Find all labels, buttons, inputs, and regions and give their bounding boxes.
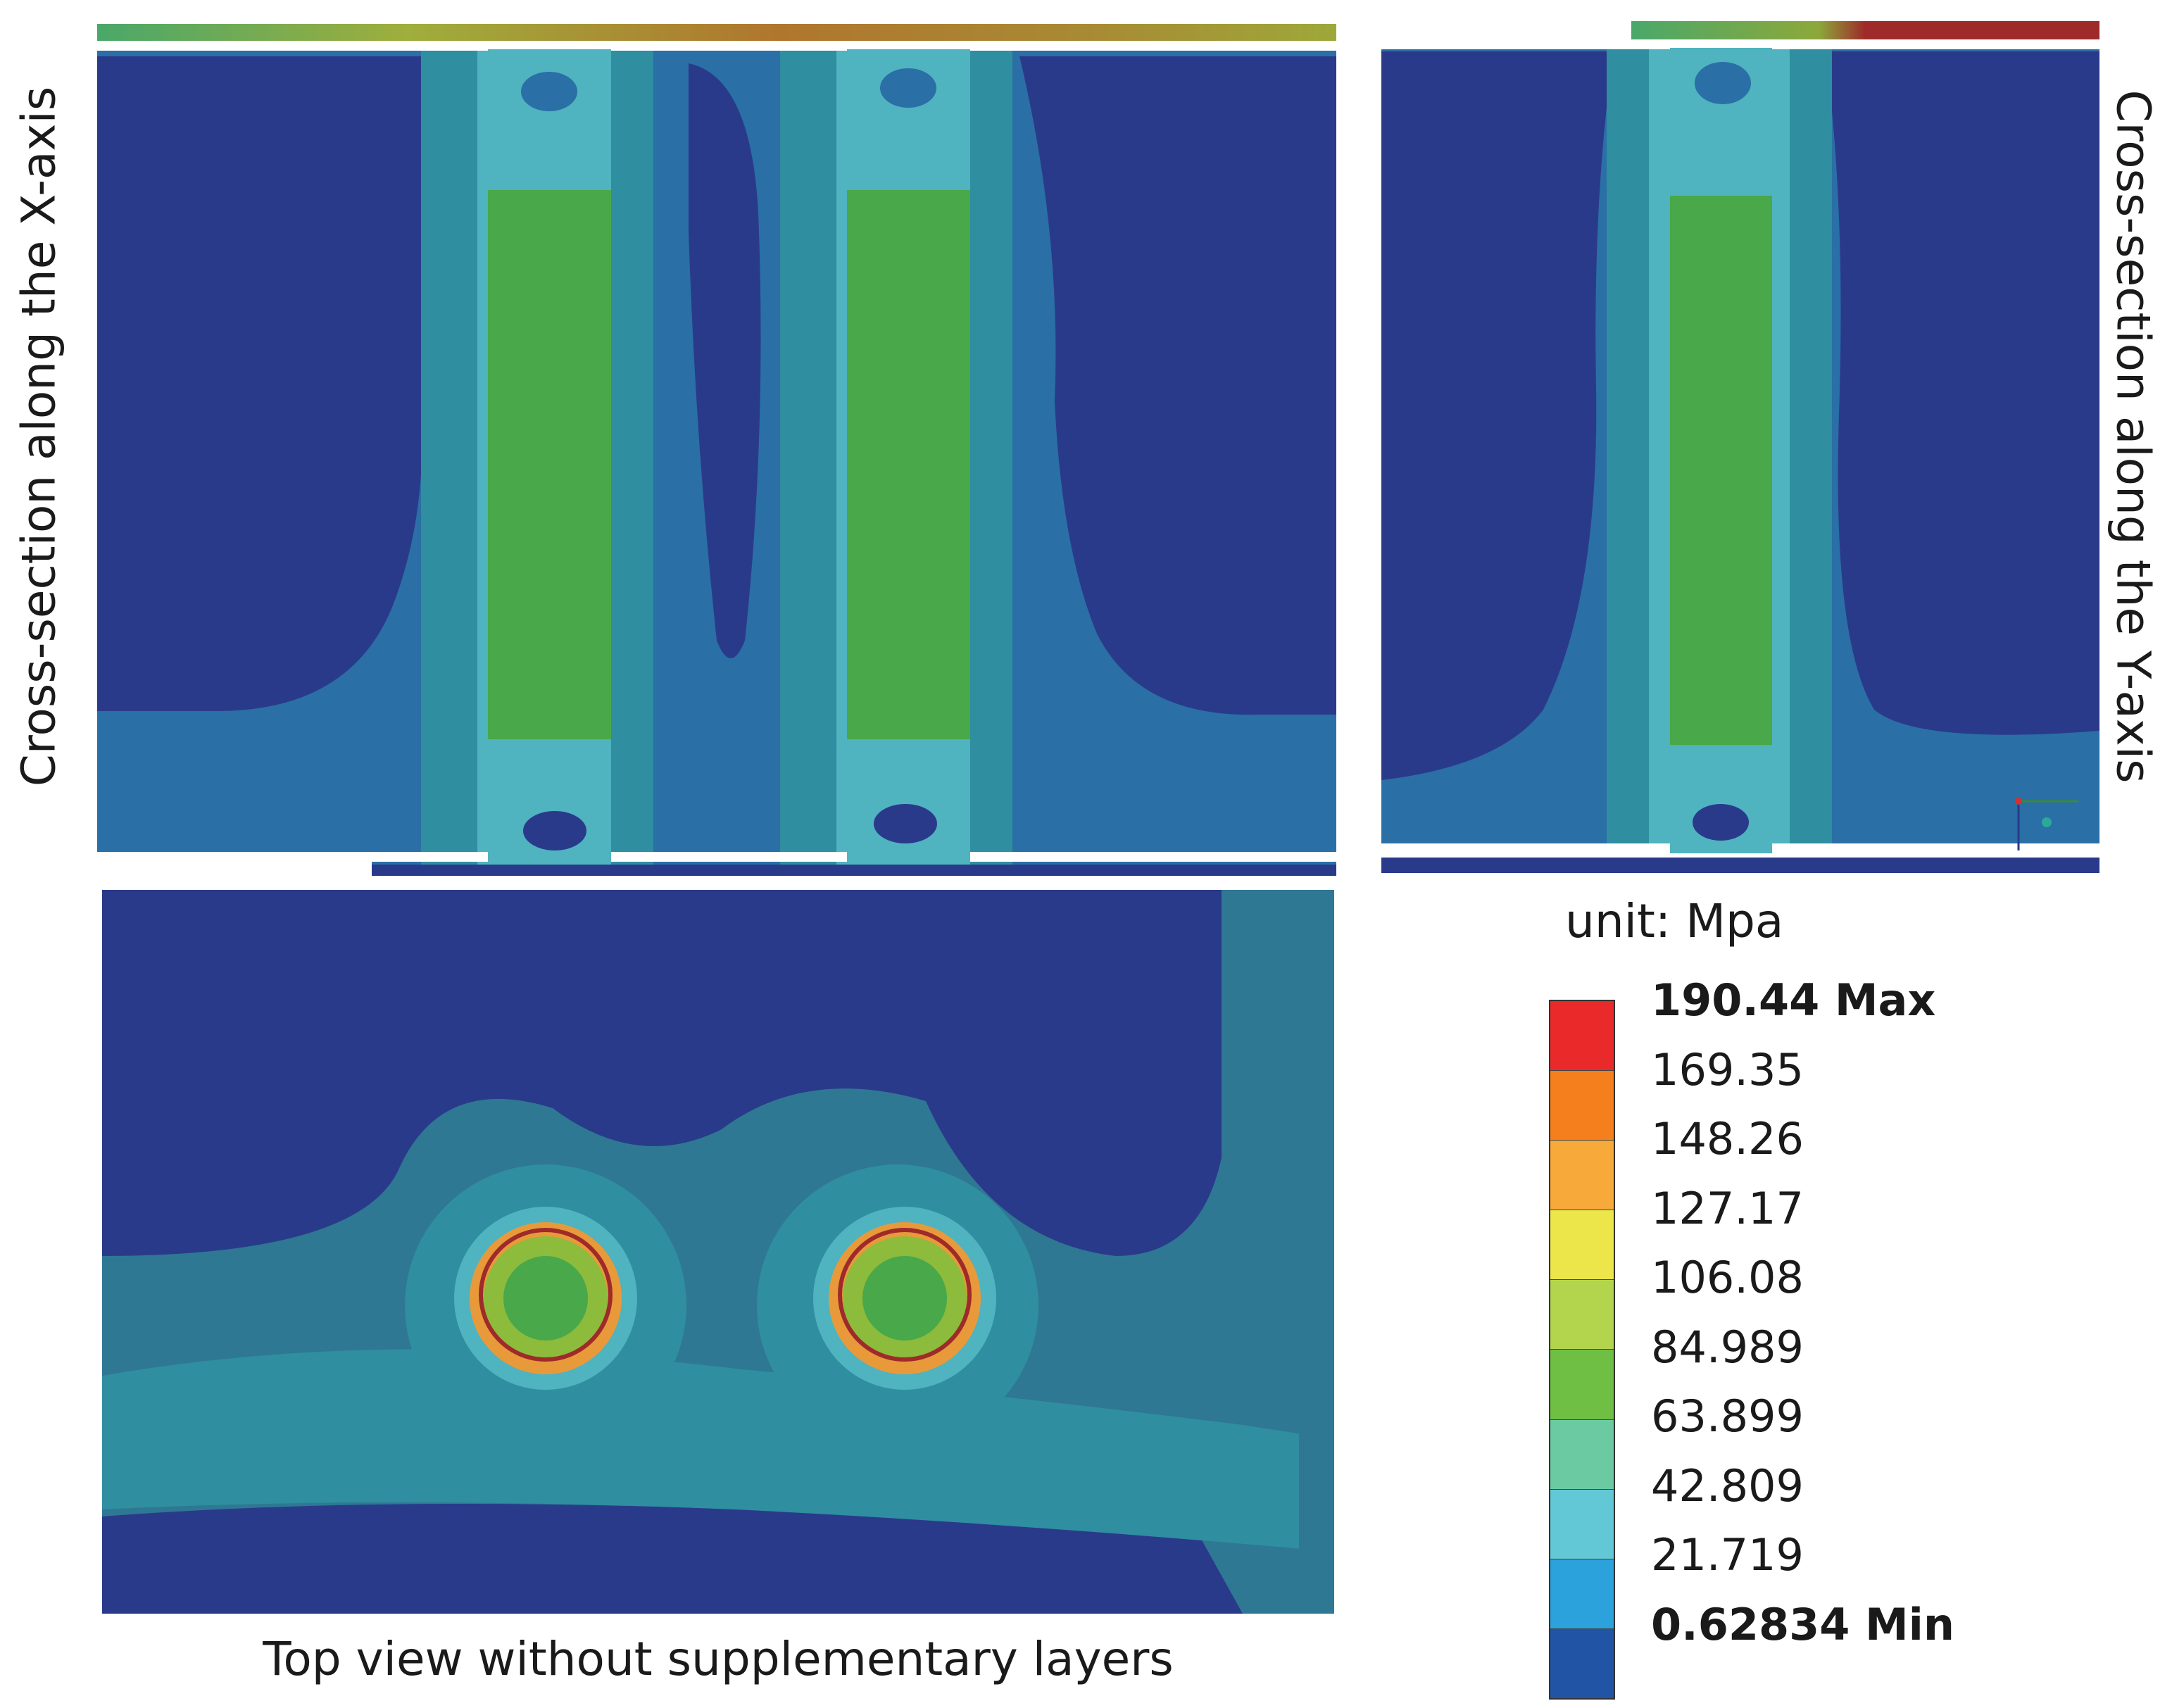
- y-section-contour: [1381, 20, 2099, 880]
- legend-swatch: [1550, 1419, 1614, 1490]
- legend-color-bar: [1549, 1000, 1615, 1700]
- x-section-label: Cross-section along the X-axis: [11, 86, 66, 787]
- legend-swatch: [1550, 1559, 1614, 1629]
- y-section-label: Cross-section along the Y-axis: [2106, 89, 2161, 784]
- legend-swatch: [1550, 1071, 1614, 1141]
- legend-value-label: 169.35: [1651, 1043, 1804, 1095]
- legend-swatch: [1550, 1350, 1614, 1420]
- legend-value-label: 106.08: [1651, 1252, 1804, 1303]
- legend-value-label: 127.17: [1651, 1182, 1804, 1234]
- legend-labels: 190.44 Max 169.35 148.26 127.17 106.08 84.989…: [1651, 977, 1954, 1671]
- legend-value-label: 21.719: [1651, 1529, 1804, 1581]
- axis-triad-icon: [2015, 798, 2078, 850]
- legend-value-label: 148.26: [1651, 1113, 1804, 1164]
- legend-unit-label: unit: Mpa: [1565, 894, 1784, 948]
- legend-value-label: 63.899: [1651, 1390, 1804, 1442]
- legend-swatch: [1550, 1628, 1614, 1698]
- y-section-panel: [1381, 20, 2099, 880]
- top-view-caption: Top view without supplementary layers: [263, 1632, 1174, 1686]
- legend-swatch: [1550, 1489, 1614, 1559]
- legend-swatch: [1550, 1280, 1614, 1350]
- legend-value-label: 190.44 Max: [1651, 974, 1936, 1026]
- legend-value-label: 0.62834 Min: [1651, 1598, 1955, 1650]
- top-view-panel: [102, 890, 1334, 1614]
- legend-value-label: 84.989: [1651, 1321, 1804, 1373]
- x-section-contour: [97, 21, 1336, 880]
- stress-legend: unit: Mpa 190.44 Max 169.35 148.26 127.17 10…: [1545, 894, 2165, 1700]
- legend-swatch: [1550, 1001, 1614, 1072]
- legend-swatch: [1550, 1210, 1614, 1281]
- legend-swatch: [1550, 1141, 1614, 1211]
- top-view-contour: [102, 890, 1334, 1614]
- legend-value-label: 42.809: [1651, 1459, 1804, 1512]
- x-section-panel: [97, 21, 1336, 880]
